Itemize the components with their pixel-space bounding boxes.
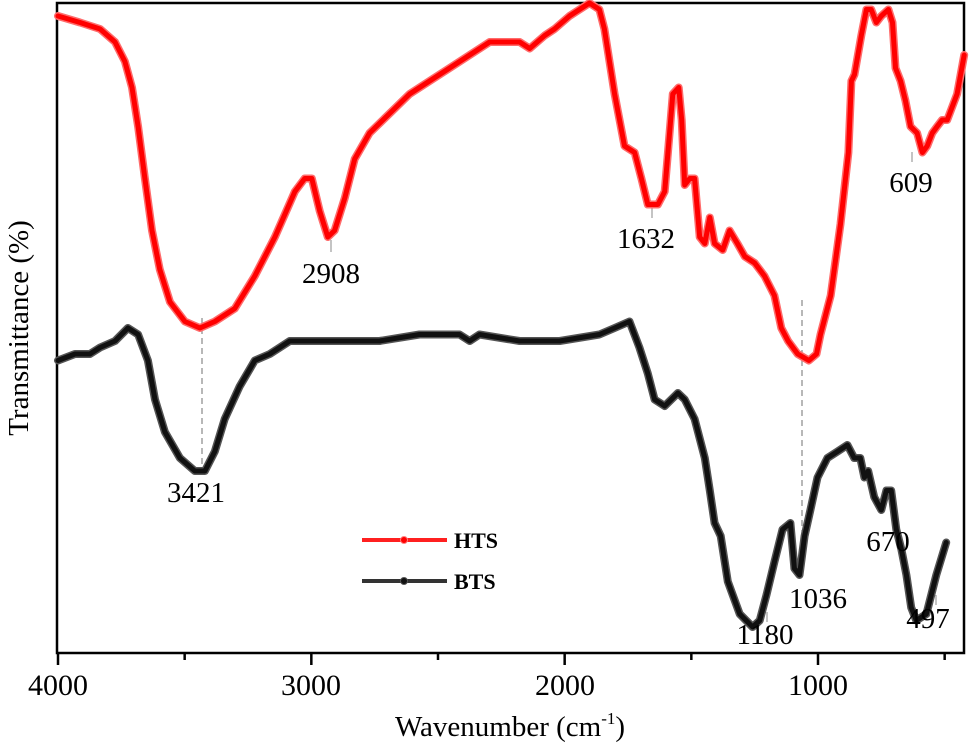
peak-label-2908: 2908 (302, 258, 360, 290)
plot-frame (55, 1, 966, 655)
peak-label-1036: 1036 (789, 583, 847, 615)
hts-series-line (55, 0, 967, 363)
legend-item-hts: HTS (362, 528, 498, 553)
peak-label-1632: 1632 (617, 223, 675, 255)
x-axis-title-close: ) (615, 711, 625, 743)
peak-label-497: 497 (906, 603, 950, 635)
legend-label-hts: HTS (454, 528, 498, 553)
legend-marker-bts (400, 577, 408, 585)
y-axis-title: Transmittance (%) (3, 220, 35, 436)
peak-label-609: 609 (889, 167, 933, 199)
x-axis-title: Wavenumber (cm-1) (395, 709, 625, 743)
x-axis-title-sup: -1 (601, 709, 615, 728)
bts-series-line (55, 319, 949, 630)
x-axis-title-main: Wavenumber (cm (395, 711, 602, 743)
x-axis-ticks (56, 653, 946, 665)
x-tick-label-4000: 4000 (28, 669, 88, 702)
x-tick-label-1000: 1000 (788, 669, 848, 702)
peak-label-3421: 3421 (167, 477, 225, 509)
peak-label-670: 670 (866, 526, 910, 558)
bts-series-line-shadow (54, 317, 951, 631)
legend-label-bts: BTS (454, 569, 496, 594)
x-tick-label-3000: 3000 (281, 669, 341, 702)
legend-item-bts: BTS (362, 569, 496, 594)
legend-marker-hts (400, 536, 408, 544)
legend: HTS BTS (362, 528, 498, 594)
peak-label-1180: 1180 (737, 619, 794, 651)
x-tick-label-2000: 2000 (535, 669, 595, 702)
